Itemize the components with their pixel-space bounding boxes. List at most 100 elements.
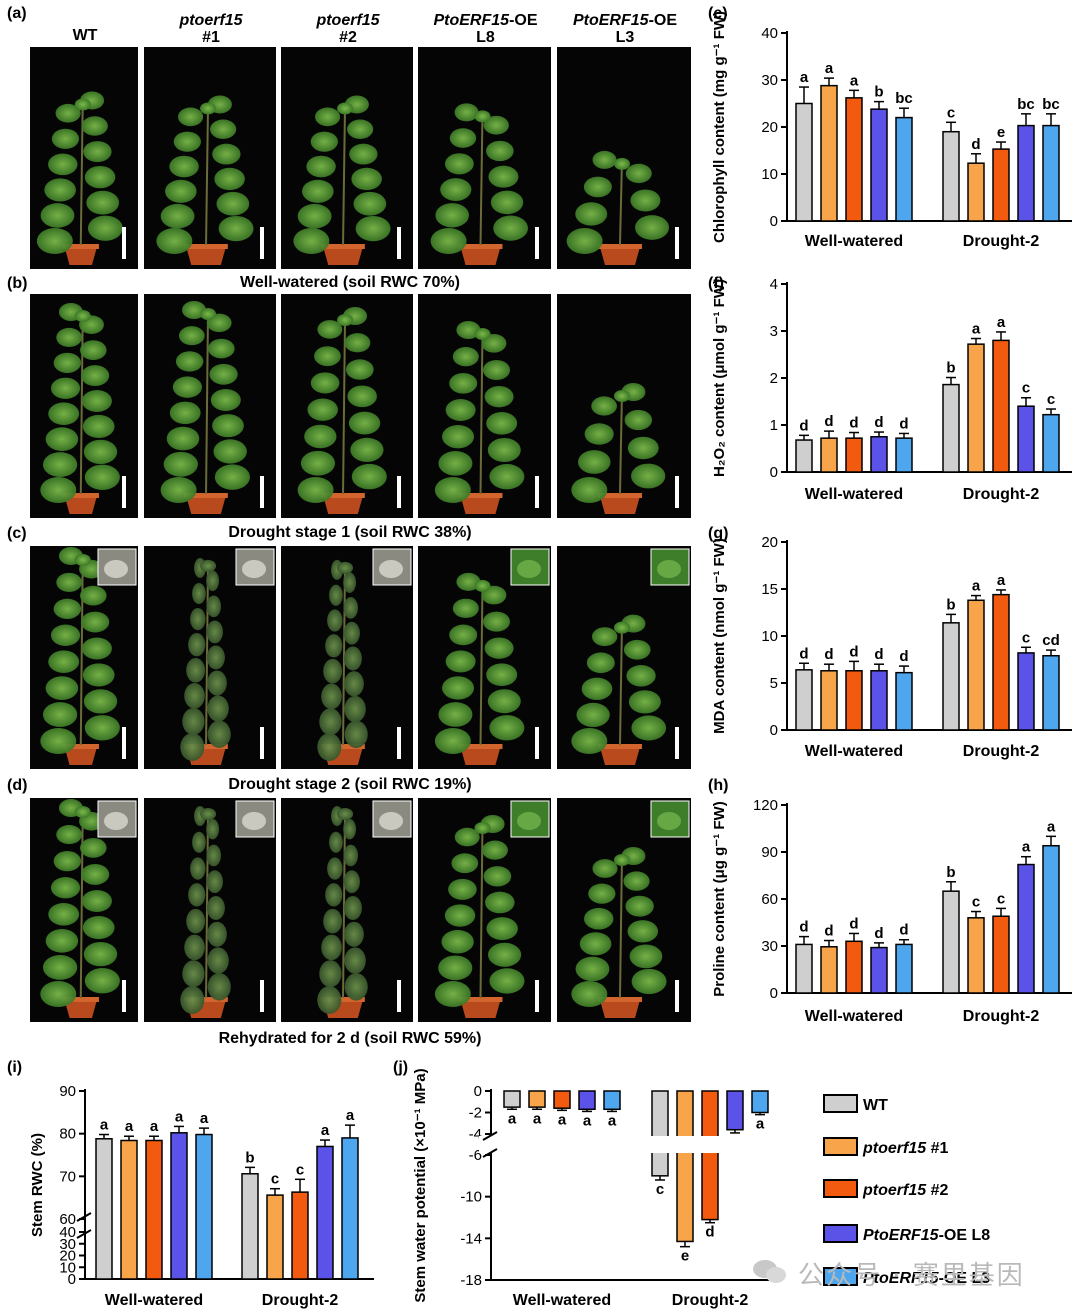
bar [1042, 124, 1060, 222]
bar [845, 940, 863, 994]
plant-photo [281, 546, 413, 769]
leaf [613, 157, 630, 170]
panel-label: (h) [708, 777, 728, 794]
y-axis-label: Chlorophyll content (mg g⁻¹ FW) [711, 11, 728, 243]
y-tick-label: 5 [770, 675, 778, 692]
scale-bar [397, 980, 401, 1012]
leaf [337, 561, 354, 574]
leaf [344, 973, 368, 1001]
significance-letter: d [849, 415, 858, 432]
plant-photo [418, 798, 551, 1022]
bar [870, 436, 888, 473]
y-tick-label: 0 [770, 985, 778, 1002]
leaf [188, 632, 206, 657]
y-tick-label: 4 [770, 276, 778, 293]
significance-letter: a [533, 1110, 542, 1127]
leaf [337, 102, 354, 115]
leaf [449, 128, 477, 148]
leaf [623, 871, 650, 891]
leaf [45, 427, 79, 451]
plant-photo [557, 47, 691, 269]
group-label: Well-watered [513, 1292, 611, 1309]
leaf [56, 825, 82, 845]
leaf [56, 572, 82, 592]
pot [599, 496, 640, 514]
leaf [207, 973, 231, 1001]
bar [341, 1137, 359, 1280]
significance-letter: d [799, 919, 808, 936]
leaf [579, 932, 612, 956]
leaf [81, 890, 112, 912]
bar [942, 383, 960, 473]
stem [342, 563, 347, 746]
panel-label: (b) [7, 275, 27, 292]
leaf [571, 477, 608, 503]
leaf [343, 646, 362, 671]
leaf [343, 818, 357, 840]
leaf [588, 883, 616, 904]
stem [205, 309, 210, 495]
leaf [631, 715, 667, 741]
leaf [613, 621, 630, 634]
leaf [210, 119, 237, 139]
significance-letter: a [321, 1122, 330, 1139]
leaf [83, 942, 118, 967]
leaf [184, 682, 205, 709]
inset-leaf [517, 812, 541, 830]
leaf [315, 107, 341, 127]
leaf [160, 477, 197, 503]
leaf [48, 903, 80, 926]
y-tick-label: 10 [761, 166, 778, 183]
significance-letter: d [874, 925, 883, 942]
leaf [566, 228, 603, 254]
leaf [172, 376, 202, 398]
inset-leaf [379, 560, 403, 578]
significance-letter: d [705, 1224, 714, 1241]
significance-letter: b [946, 864, 955, 881]
significance-letter: bc [1017, 96, 1035, 113]
leaf [490, 190, 524, 215]
pot [460, 1000, 501, 1018]
group-label: Drought-2 [963, 1008, 1040, 1025]
pot-rim [184, 744, 228, 749]
leaf [486, 412, 518, 435]
leaf [302, 179, 334, 203]
y-axis-label: H₂O₂ content (μmol g⁻¹ FW) [711, 279, 728, 477]
pot [460, 247, 501, 265]
plant-photo [30, 294, 138, 518]
scale-bar [535, 727, 539, 759]
leaf [317, 320, 343, 339]
leaf [45, 929, 79, 953]
column-title: WT [73, 27, 98, 44]
leaf [344, 695, 366, 723]
leaf [307, 398, 338, 421]
bar [942, 890, 960, 994]
leaf [207, 947, 229, 974]
bar [895, 671, 913, 731]
significance-letter: a [800, 69, 809, 86]
leaf [214, 464, 250, 490]
leaf [635, 215, 670, 240]
leaf [213, 439, 247, 464]
leaf [344, 921, 364, 947]
leaf [84, 165, 116, 189]
column-subtitle: L8 [476, 29, 495, 46]
leaf [583, 176, 612, 198]
plant-photo [418, 546, 551, 769]
panel-label: (f) [708, 275, 724, 292]
leaf [53, 352, 82, 373]
leaf [327, 857, 343, 880]
y-tick-label: 0 [770, 722, 778, 739]
pot-rim [597, 244, 642, 249]
leaf [182, 301, 207, 319]
leaf [82, 916, 115, 940]
plant-photo [30, 798, 138, 1022]
leaf [206, 620, 223, 644]
leaf [345, 359, 374, 380]
leaf [163, 451, 198, 477]
scale-bar [397, 476, 401, 508]
scale-bar [535, 476, 539, 508]
leaf [474, 110, 491, 123]
